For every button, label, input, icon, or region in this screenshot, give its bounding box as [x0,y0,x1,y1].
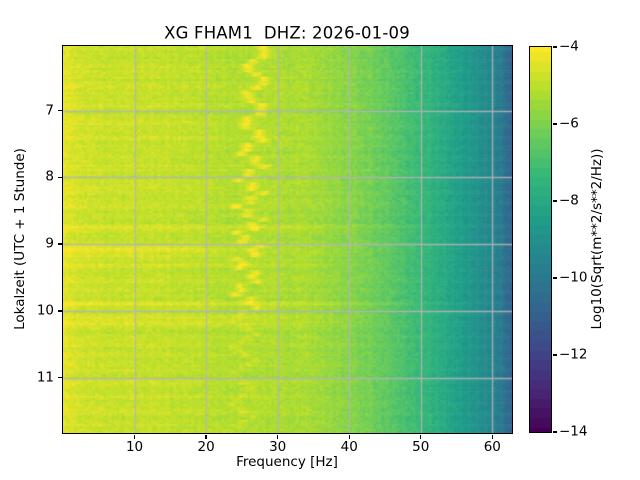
plot-area [61,44,513,434]
y-axis-label: Lokalzeit (UTC + 1 Stunde) [12,148,28,330]
y-tick-mark [57,243,62,245]
x-tick-mark [205,434,207,439]
x-tick-label: 20 [197,439,215,455]
colorbar-tick-mark [552,354,557,356]
y-tick-label: 11 [36,368,54,385]
y-tick-mark [57,376,62,379]
colorbar-tick-mark [552,46,557,48]
y-tick-mark [57,110,62,112]
colorbar-tick-mark [552,277,557,279]
colorbar-tick-label: −6 [559,115,579,132]
colorbar-tick-label: −12 [559,346,588,363]
y-tick-label: 8 [45,168,54,185]
x-tick-mark [133,434,136,439]
colorbar [528,45,552,433]
x-tick-label: 30 [269,439,287,455]
y-tick-mark [57,310,62,312]
colorbar-tick-label: −10 [559,269,588,286]
x-tick-label: 10 [125,439,144,455]
colorbar-tick-label: −14 [559,423,588,440]
spectrogram-canvas [62,45,512,433]
x-tick-mark [420,434,422,439]
y-tick-label: 10 [36,302,54,319]
y-tick-mark [57,176,62,179]
y-tick-label: 7 [45,101,54,118]
colorbar-tick-mark [552,123,557,125]
colorbar-label: Log10(Sqrt(m**2/s**2/Hz)) [589,148,605,330]
colorbar-canvas [529,46,551,432]
x-tick-label: 60 [483,439,501,455]
chart-title: XG FHAM1 DHZ: 2026-01-09 [164,23,410,43]
y-tick-label: 9 [45,235,54,252]
colorbar-tick-label: −4 [559,38,579,55]
x-axis-label: Frequency [Hz] [236,454,338,470]
x-tick-label: 40 [340,439,358,455]
x-tick-label: 50 [412,439,430,455]
x-tick-mark [491,434,493,439]
colorbar-tick-label: −8 [559,192,579,209]
colorbar-tick-mark [552,431,557,433]
x-tick-mark [348,434,350,439]
colorbar-tick-mark [552,200,557,202]
x-tick-mark [276,434,279,439]
